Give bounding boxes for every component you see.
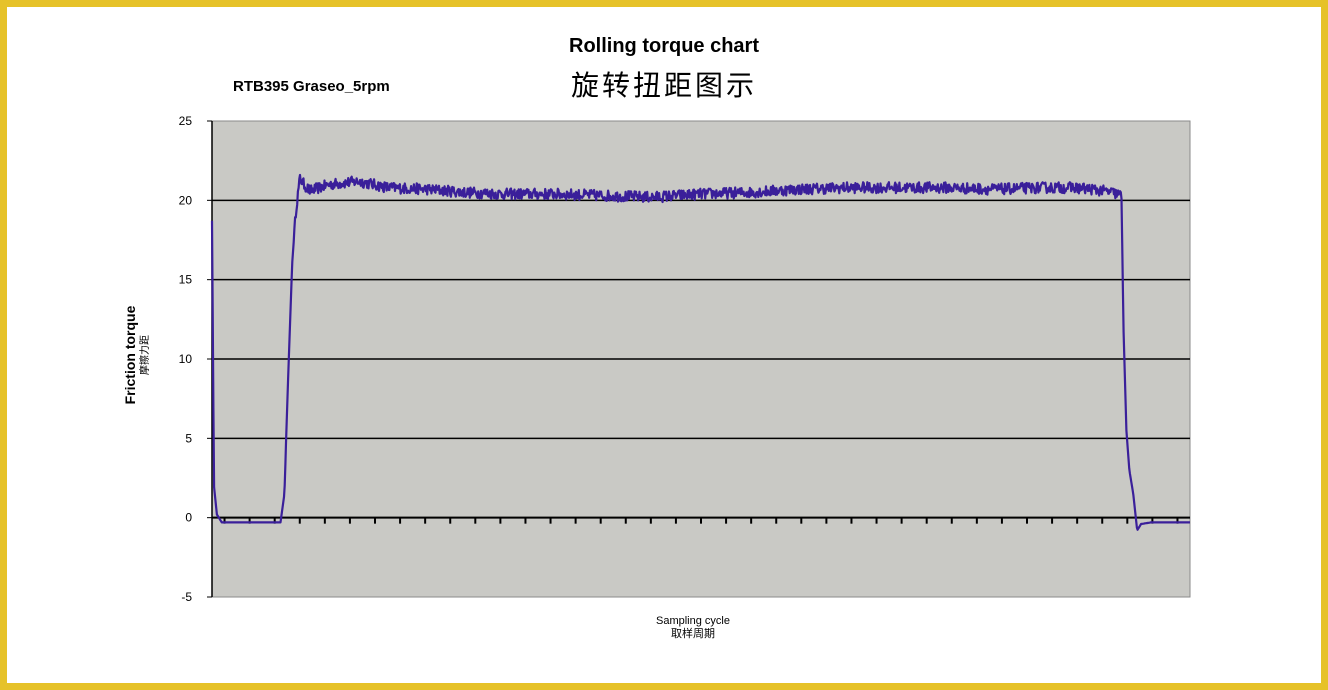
chart-title: Rolling torque chart	[569, 35, 759, 57]
chart-subtitle: RTB395 Graseo_5rpm	[233, 78, 390, 95]
x-axis-label-cn: 取样周期	[670, 628, 715, 640]
y-tick-label: 20	[179, 193, 193, 207]
y-tick-label: 15	[179, 273, 193, 287]
y-tick-label: 25	[179, 114, 193, 128]
y-tick-label: 10	[179, 352, 193, 366]
chart-title-cn: 旋转扭距图示	[570, 69, 757, 102]
y-tick-label: -5	[181, 590, 192, 604]
y-tick-label: 5	[185, 431, 192, 445]
x-axis-label: Sampling cycle 取样周期	[656, 615, 730, 641]
series-line	[210, 173, 1191, 531]
y-tick-label: 0	[185, 511, 192, 525]
x-axis-label-en: Sampling cycle	[656, 615, 730, 627]
